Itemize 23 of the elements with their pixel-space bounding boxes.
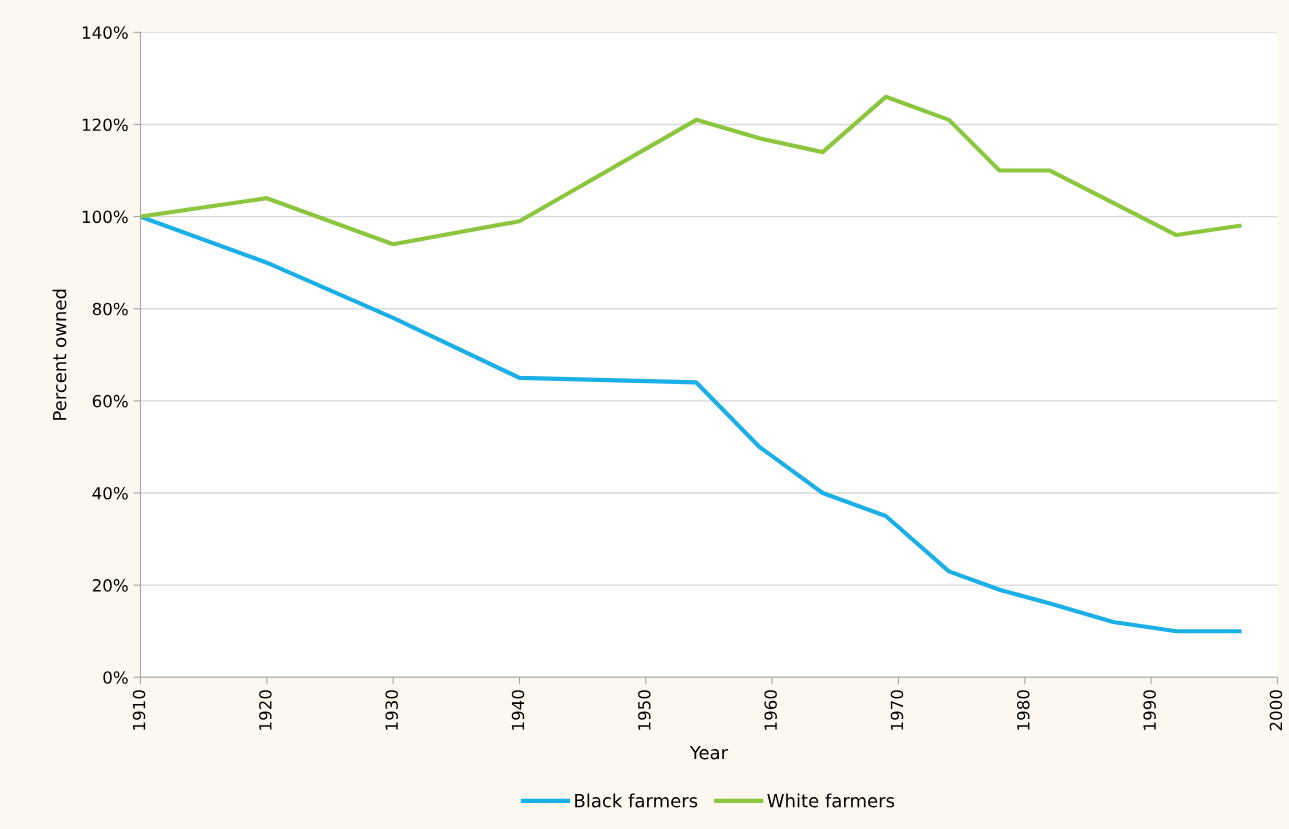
y-tick-label: 140% (82, 26, 128, 39)
x-tick-label: 1980 (1016, 690, 1030, 730)
y-tick-label: 80% (92, 302, 128, 316)
x-tick-label: 1920 (259, 690, 272, 730)
legend-label: White farmers (767, 793, 895, 808)
x-tick-label: 1990 (1143, 690, 1156, 730)
y-axis-title: Percent owned (52, 289, 67, 420)
y-tick-label: 120% (82, 118, 128, 132)
legend-label: Black farmers (575, 793, 698, 808)
x-tick-label: 2000 (1269, 690, 1283, 731)
y-tick-label: 40% (92, 486, 128, 500)
line-series (140, 94, 1242, 247)
y-tick-label: 0% (103, 671, 128, 684)
x-axis-title: Year (689, 745, 729, 760)
x-tick-label: 1960 (764, 690, 777, 730)
x-tick-label: 1970 (890, 690, 904, 730)
x-tick-label: 1940 (511, 690, 525, 730)
y-tick-label: 20% (92, 579, 128, 592)
x-tick-label: 1910 (132, 690, 146, 730)
y-tick-label: 60% (92, 394, 128, 408)
x-tick-label: 1930 (385, 690, 398, 730)
x-tick-label: 1950 (638, 690, 651, 730)
y-tick-label: 100% (82, 210, 128, 224)
